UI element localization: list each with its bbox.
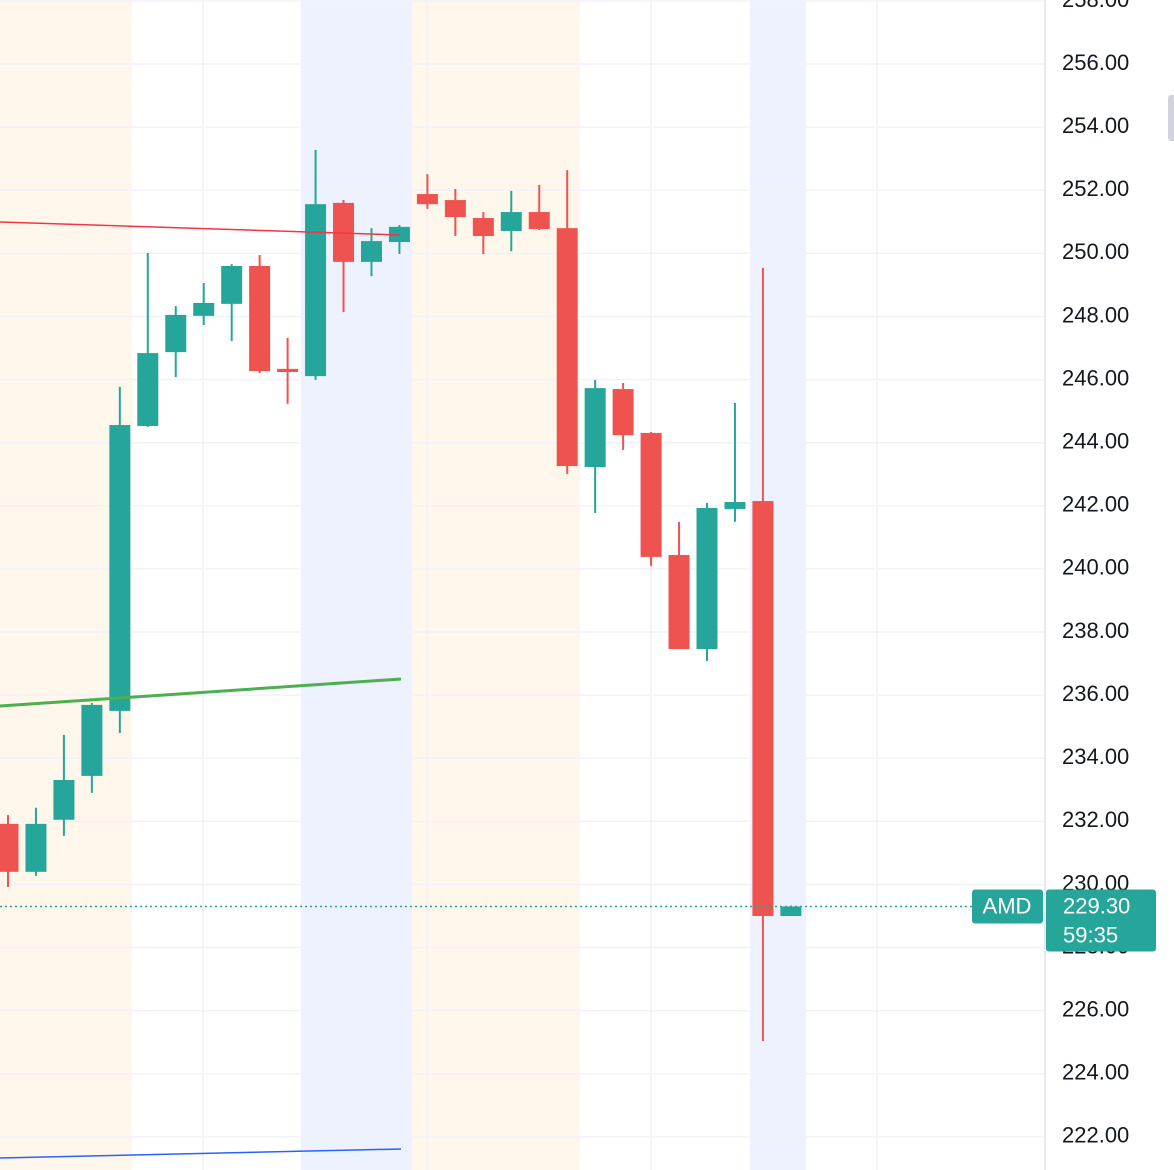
horizontal-grid [0, 0, 1045, 1138]
session-band [412, 0, 580, 1170]
candle-body [780, 906, 802, 916]
y-tick-label: 256.00 [1062, 50, 1129, 75]
countdown-label: 59:35 [1063, 922, 1118, 947]
candle-body [25, 823, 47, 872]
y-tick-label: 242.00 [1062, 492, 1129, 517]
y-tick-label: 238.00 [1062, 618, 1129, 643]
candle-body [0, 823, 19, 872]
symbol-label: AMD [983, 893, 1032, 918]
price-axis [1045, 0, 1174, 1170]
candle-body [500, 212, 522, 231]
y-tick-label: 234.00 [1062, 744, 1129, 769]
candle-body [277, 368, 299, 373]
candle-body [696, 508, 718, 650]
y-tick-label: 248.00 [1062, 302, 1129, 327]
candle-body [416, 194, 438, 205]
candle-body [81, 704, 103, 776]
trend-line [0, 1148, 402, 1159]
candle-body [640, 432, 662, 557]
y-tick-label: 244.00 [1062, 429, 1129, 454]
y-tick-label: 224.00 [1062, 1060, 1129, 1085]
candle-body [221, 265, 243, 304]
candle-body [472, 218, 494, 237]
price-badge [1046, 889, 1156, 952]
trend-lines [0, 221, 402, 1159]
y-tick-label: 254.00 [1062, 113, 1129, 138]
y-tick-label: 226.00 [1062, 996, 1129, 1021]
candle-body [528, 212, 550, 230]
candle-body [752, 501, 774, 916]
last-price: AMD 229.30 59:35 [0, 889, 1156, 952]
last-price-label: 229.30 [1063, 893, 1130, 918]
candle-body [137, 353, 159, 426]
candle-body [612, 389, 634, 436]
y-tick-label: 250.00 [1062, 239, 1129, 264]
y-tick-label: 240.00 [1062, 555, 1129, 580]
candle-body [165, 314, 187, 353]
candle-body [668, 555, 690, 650]
candle-body [109, 425, 131, 711]
y-tick-label: 236.00 [1062, 681, 1129, 706]
candle-body [249, 265, 271, 372]
candle-body [556, 228, 578, 467]
trend-line [0, 677, 402, 708]
candle-body [724, 502, 746, 509]
session-bands [0, 0, 806, 1170]
trend-line [0, 221, 401, 236]
y-tick-label: 252.00 [1062, 176, 1129, 201]
candle-body [333, 202, 355, 262]
candle-body [444, 200, 466, 218]
y-tick-label: 232.00 [1062, 807, 1129, 832]
session-band [301, 0, 412, 1170]
symbol-badge [972, 889, 1043, 924]
y-tick-label: 258.00 [1062, 0, 1129, 12]
candle-body [584, 388, 606, 467]
candles [0, 149, 802, 1041]
y-tick-label: 222.00 [1062, 1123, 1129, 1148]
y-tick-label: 246.00 [1062, 365, 1129, 390]
scroll-handle[interactable] [1168, 95, 1174, 141]
candle-body [193, 302, 215, 316]
candle-body [305, 204, 327, 377]
candle-body [360, 241, 382, 262]
candle-body [53, 780, 75, 820]
